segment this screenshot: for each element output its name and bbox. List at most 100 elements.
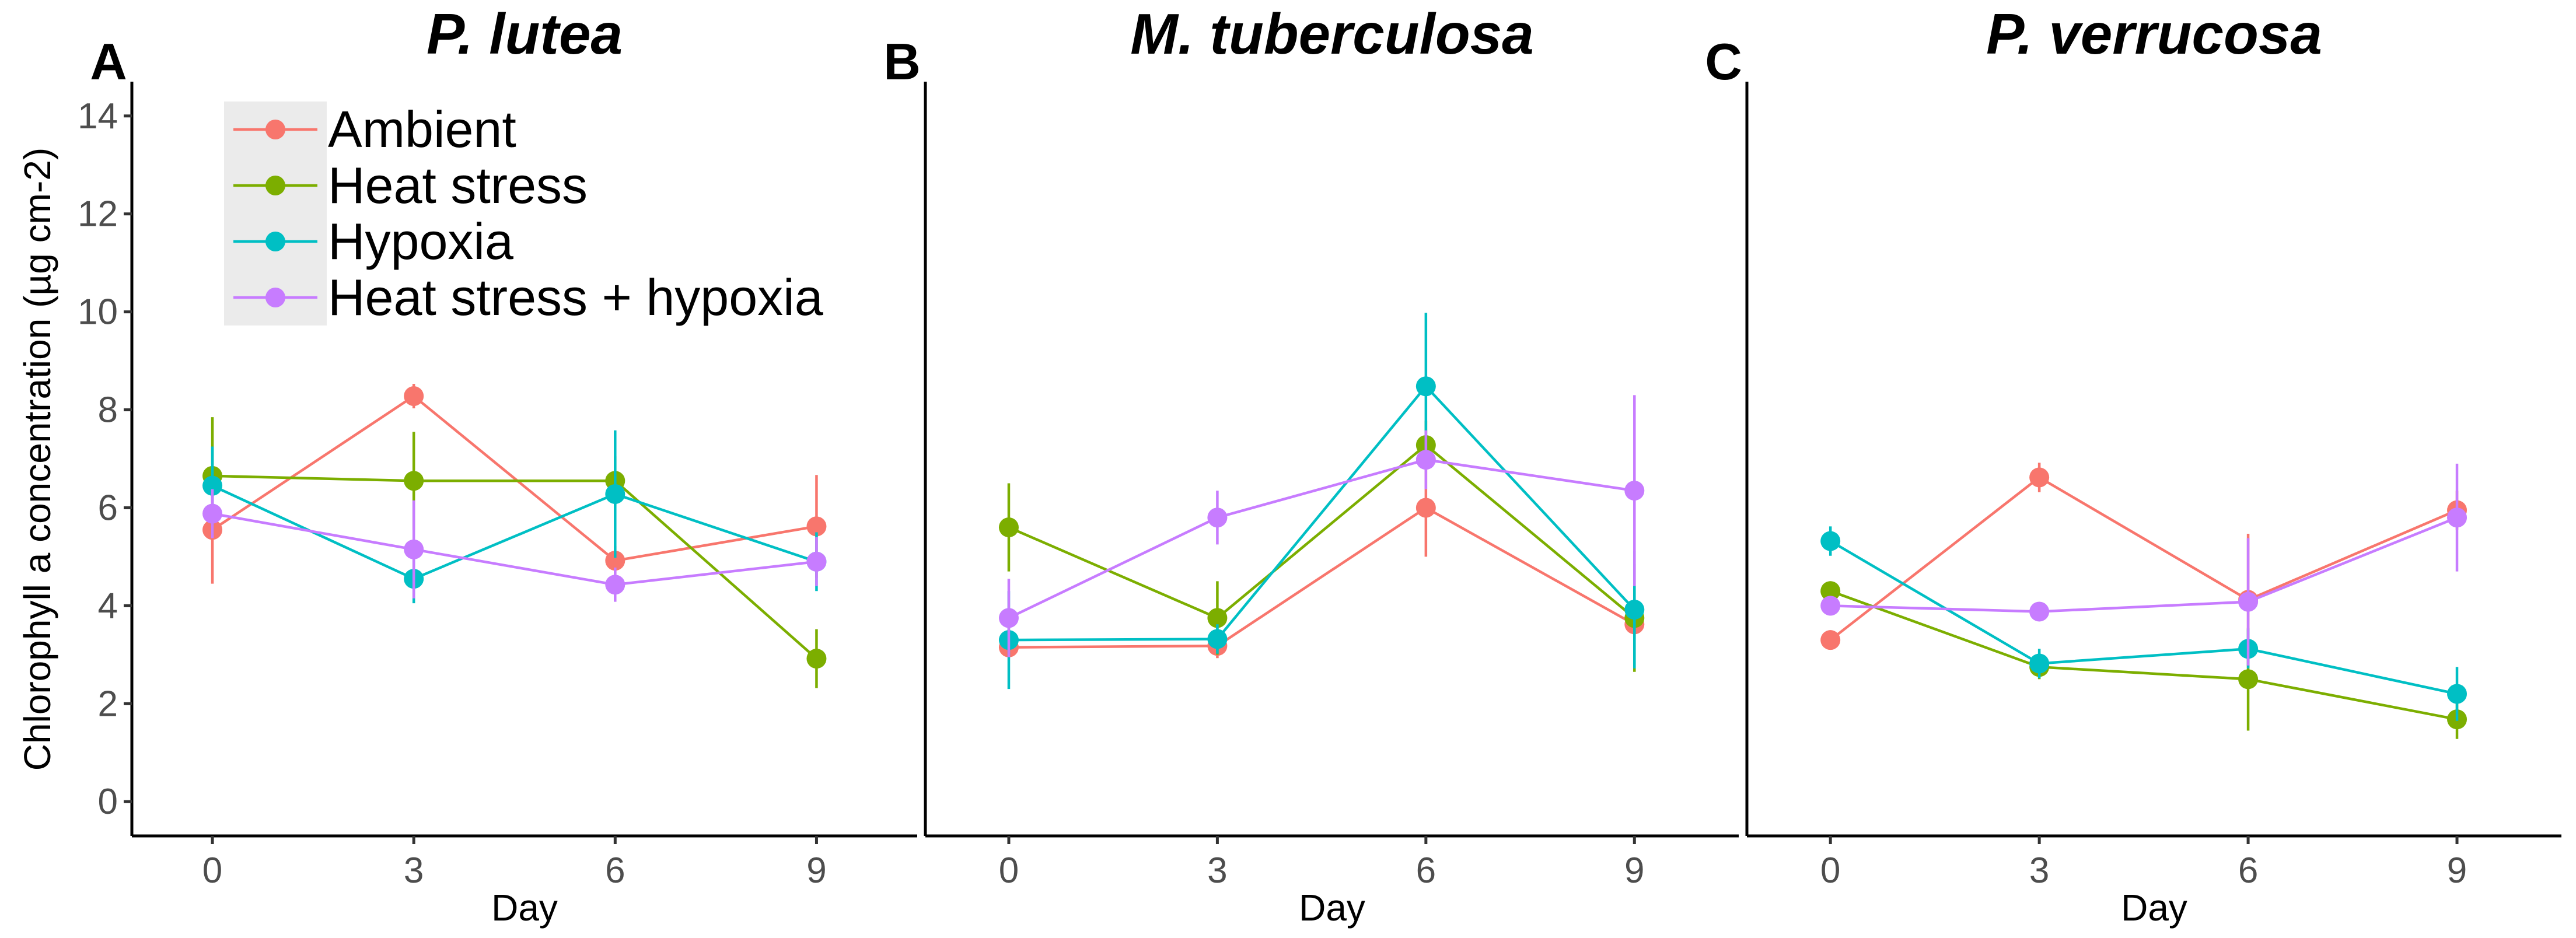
data-point [998,517,1019,538]
data-point [2447,684,2467,704]
data-point [404,386,424,407]
legend-label: Heat stress [328,156,588,214]
legend-point [265,288,285,307]
legend-point [265,120,285,139]
y-tick-label: 10 [78,292,118,332]
data-point [1820,531,1841,551]
data-point [2238,592,2259,612]
data-point [605,575,625,595]
panel-title: P. verrucosa [1986,2,2322,66]
panel-title: P. lutea [427,2,623,66]
data-point [1415,376,1436,397]
panel-letter: B [883,33,921,90]
data-point [806,649,827,669]
x-axis-title: Day [2121,887,2187,929]
y-axis-title: Chlorophyll a concentration (µg cm-2) [16,148,58,771]
legend-label: Heat stress + hypoxia [328,268,823,326]
data-point [2238,669,2259,690]
series-hypoxia [202,430,827,604]
series-heat-stress [202,417,827,688]
data-point [998,608,1019,628]
panel-letter: A [90,33,127,90]
legend-item: Hypoxia [233,212,513,270]
data-point [2029,467,2050,488]
data-point [1207,608,1228,628]
series-hypoxia [998,313,1645,690]
data-point [605,484,625,504]
data-point [2029,653,2050,674]
series-heat-stress [1820,581,2467,739]
data-point [2447,508,2467,528]
legend-item: Heat stress [233,156,588,214]
data-point [1415,498,1436,518]
series-line [211,394,817,562]
data-point [202,503,223,524]
series-heat-stress-hypoxia [998,395,1645,657]
panel-letter: C [1705,33,1742,90]
data-point [404,539,424,559]
x-tick-label: 6 [2238,850,2258,891]
data-point [1415,450,1436,470]
panel-a: 0 2 4 6 8 10 12 14 0 3 6 9 Day P. lutea A [78,2,917,929]
data-point [404,471,424,491]
series-line [1008,458,1635,620]
y-axis-title-group: Chlorophyll a concentration (µg cm-2) [16,148,58,771]
series-line [1830,590,2458,721]
panel-b: 0 3 6 9 Day M. tuberculosa B [883,2,1739,929]
x-tick-label: 9 [2447,850,2467,891]
series-line [1008,506,1635,649]
series-line [212,474,817,660]
data-point [1207,508,1228,528]
series-line [1830,540,2458,695]
legend-point [265,232,285,251]
data-point [806,516,827,537]
y-tick-label: 14 [78,96,118,136]
series-line [212,484,817,580]
data-point [1820,596,1841,616]
chart-panels: 0 2 4 6 8 10 12 14 0 3 6 9 Day P. lutea A 0 3 6 9 Day M. tub… [78,2,2561,929]
y-tick-label: 2 [98,684,118,724]
y-tick-label: 8 [98,390,118,430]
data-point [1624,481,1645,501]
series-ambient [1820,463,2467,666]
x-tick-label: 6 [605,850,625,891]
y-tick-label: 12 [78,194,118,235]
data-point [2029,601,2050,622]
series-ambient [202,384,827,584]
x-tick-label: 0 [999,850,1019,891]
legend-point [265,176,285,195]
y-tick-label: 6 [98,488,118,528]
data-point [1820,581,1841,601]
data-point [806,551,827,572]
series-line [1829,475,2458,641]
data-point [605,551,625,571]
series-heat-stress-hypoxia [1820,463,2467,666]
x-tick-label: 3 [404,850,424,891]
panel-c: 0 3 6 9 Day P. verrucosa C [1705,2,2561,929]
x-tick-label: 9 [1624,850,1644,891]
y-tick-label: 0 [98,782,118,822]
legend-item: Ambient [233,100,516,158]
panel-title: M. tuberculosa [1130,2,1534,66]
data-point [1207,629,1228,649]
x-axis-title: Day [491,887,558,929]
x-axis-title: Day [1299,887,1365,929]
data-point [202,475,223,496]
y-tick-label: 4 [98,586,118,626]
x-tick-label: 9 [806,850,826,891]
series-heat-stress-hypoxia [202,489,827,602]
series-line [1830,516,2458,613]
x-tick-label: 0 [202,850,222,891]
data-point [1820,630,1841,650]
series-heat-stress [998,421,1645,672]
data-point [1624,600,1645,620]
series-line [212,512,817,586]
series-line [1008,384,1635,642]
legend-label: Hypoxia [328,212,513,270]
legend-item: Heat stress + hypoxia [233,268,823,326]
x-tick-label: 3 [2029,850,2049,891]
legend-label: Ambient [328,100,516,158]
x-tick-label: 3 [1207,850,1227,891]
